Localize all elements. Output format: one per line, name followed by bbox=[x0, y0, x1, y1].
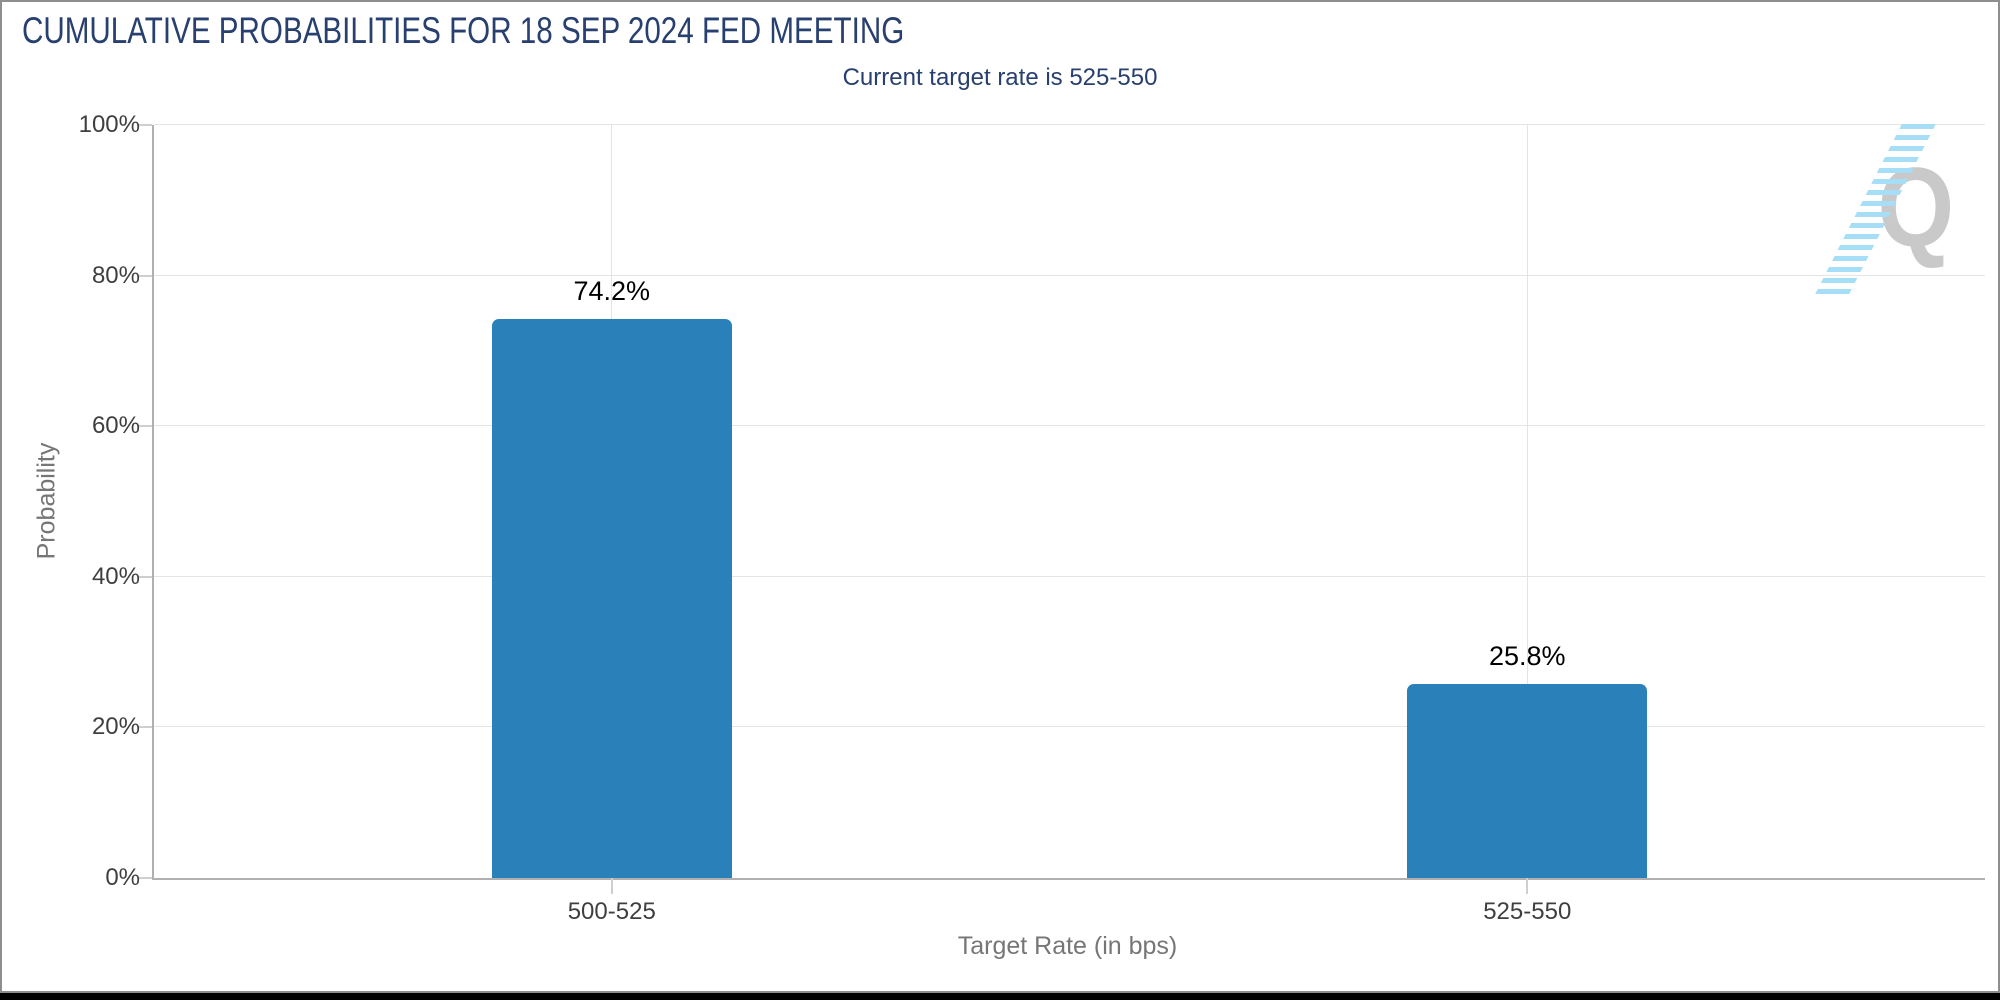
y-axis-title: Probability bbox=[32, 442, 61, 560]
y-gridline bbox=[154, 726, 1985, 728]
y-tick-mark bbox=[138, 726, 152, 729]
x-tick-label: 525-550 bbox=[1483, 898, 1572, 925]
x-tick-label: 500-525 bbox=[567, 898, 656, 925]
y-tick-mark bbox=[138, 124, 152, 126]
plot-area: 0% 20% 40% 60% 80% 100% 74.2% 500-525 25.8% 525-5… bbox=[79, 111, 1985, 925]
y-gridline bbox=[154, 575, 1985, 577]
y-gridline bbox=[154, 274, 1985, 276]
y-tick-mark bbox=[138, 274, 152, 277]
bar-500-525[interactable] bbox=[491, 319, 732, 878]
y-tick-label: 60% bbox=[91, 412, 140, 440]
chart-subtitle: Current target rate is 525-550 bbox=[842, 64, 1158, 91]
y-gridline bbox=[154, 425, 1985, 427]
y-tick-mark bbox=[138, 575, 152, 578]
y-tick-label: 40% bbox=[91, 562, 140, 590]
y-tick-label: 0% bbox=[105, 864, 140, 891]
bar-525-550[interactable] bbox=[1407, 683, 1648, 878]
y-tick-mark bbox=[138, 877, 152, 879]
y-tick-mark bbox=[138, 425, 152, 428]
y-tick-label: 80% bbox=[91, 261, 140, 289]
y-tick-label: 20% bbox=[91, 713, 140, 741]
x-axis-title: Target Rate (in bps) bbox=[957, 932, 1178, 960]
y-tick-label: 100% bbox=[78, 111, 140, 138]
bar-value-label: 25.8% bbox=[1488, 640, 1566, 671]
bar-value-label: 74.2% bbox=[573, 276, 651, 307]
x-gridline bbox=[1526, 125, 1528, 878]
x-tick-mark bbox=[1526, 878, 1529, 894]
chart-title: CUMULATIVE PROBABILITIES FOR 18 SEP 2024… bbox=[22, 10, 905, 51]
x-tick-mark bbox=[610, 878, 613, 894]
y-gridline bbox=[154, 124, 1985, 125]
